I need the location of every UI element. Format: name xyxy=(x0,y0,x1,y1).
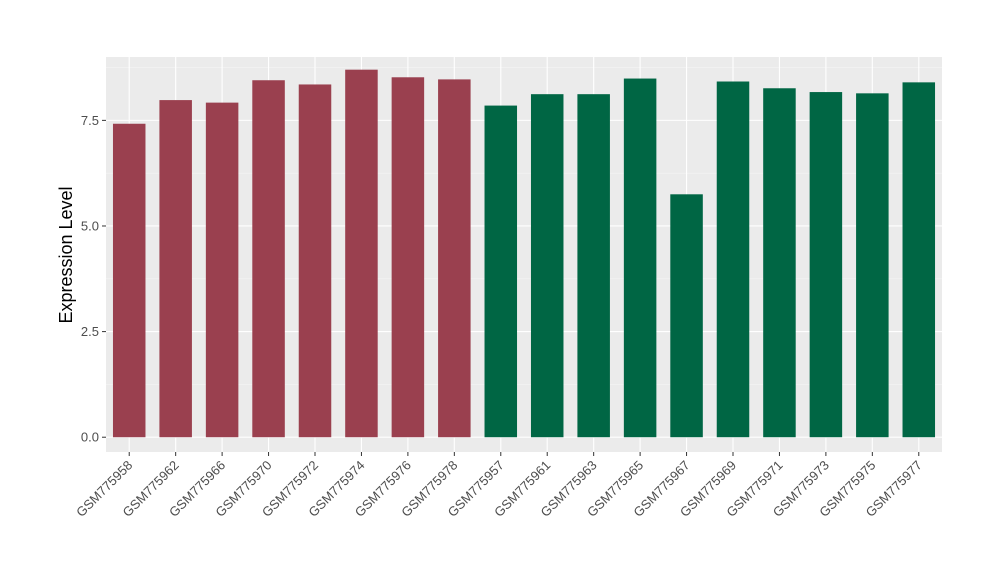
plot-panel xyxy=(106,57,942,452)
bar-GSM775965 xyxy=(623,78,657,438)
bar-GSM775969 xyxy=(716,81,750,438)
y-tick-label: 5.0 xyxy=(81,218,99,233)
bar-GSM775966 xyxy=(205,102,239,438)
bar-GSM775970 xyxy=(252,80,285,438)
y-tick-label: 7.5 xyxy=(81,113,99,128)
y-axis-title: Expression Level xyxy=(56,186,76,323)
bar-GSM775972 xyxy=(298,84,332,438)
bar-GSM775961 xyxy=(530,94,564,438)
y-tick-label: 0.0 xyxy=(81,430,99,445)
y-axis: 0.0 2.5 5.0 7.5 xyxy=(81,113,106,445)
bar-GSM775975 xyxy=(856,93,889,438)
bar-GSM775978 xyxy=(438,79,471,438)
bar-GSM775958 xyxy=(112,123,146,438)
bar-GSM775971 xyxy=(763,88,796,438)
bar-GSM775974 xyxy=(345,69,378,438)
bars xyxy=(112,69,936,438)
bar-GSM775963 xyxy=(577,94,610,438)
bar-GSM775977 xyxy=(902,82,936,438)
bar-GSM775957 xyxy=(484,105,518,438)
y-tick-label: 2.5 xyxy=(81,324,99,339)
bar-GSM775973 xyxy=(809,92,843,438)
bar-GSM775962 xyxy=(159,100,192,438)
bar-GSM775967 xyxy=(670,194,703,438)
bar-GSM775976 xyxy=(391,77,425,438)
x-axis: GSM775958GSM775962GSM775966GSM775970GSM7… xyxy=(73,452,925,520)
